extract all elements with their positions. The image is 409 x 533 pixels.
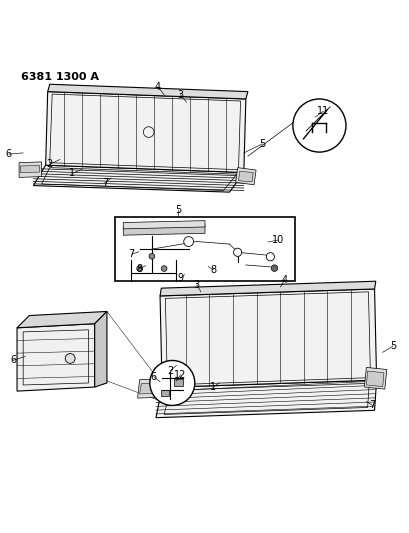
Circle shape [143,127,154,138]
Polygon shape [17,311,107,328]
Polygon shape [123,221,204,229]
Circle shape [65,353,75,364]
Text: 10: 10 [272,235,284,245]
Polygon shape [17,324,94,391]
Text: 6: 6 [6,149,12,159]
Text: 9: 9 [177,273,183,283]
Bar [174,379,183,386]
Text: 6381 1300 A: 6381 1300 A [21,72,99,83]
Text: 6: 6 [10,356,16,366]
Circle shape [137,265,142,271]
Text: 5: 5 [389,341,395,351]
Circle shape [161,265,166,271]
Text: 2: 2 [47,159,53,169]
Polygon shape [20,166,39,173]
Circle shape [149,360,194,406]
Text: 8: 8 [209,265,216,275]
Text: 5: 5 [258,139,265,149]
Circle shape [233,248,241,256]
Polygon shape [123,225,204,235]
Text: 4: 4 [281,274,287,285]
Polygon shape [139,383,161,394]
Polygon shape [235,167,256,185]
Text: 12: 12 [174,370,186,380]
Polygon shape [160,281,375,296]
Text: 11: 11 [317,106,329,116]
Text: 7: 7 [369,400,375,410]
Bar [160,390,169,397]
Circle shape [183,237,193,246]
Polygon shape [137,379,164,398]
Polygon shape [238,171,253,182]
Polygon shape [47,84,247,99]
Text: 8: 8 [136,263,142,273]
Polygon shape [33,165,243,192]
Circle shape [265,253,274,261]
Polygon shape [366,371,383,386]
Text: 7: 7 [128,249,134,259]
Polygon shape [160,289,376,387]
Text: 3: 3 [177,90,183,100]
Polygon shape [364,367,386,389]
Polygon shape [155,380,376,418]
Text: 4: 4 [155,82,161,92]
Polygon shape [45,92,245,173]
Text: 1: 1 [209,382,216,392]
Circle shape [292,99,345,152]
Text: 3: 3 [193,280,200,290]
Circle shape [148,253,154,259]
Text: 1: 1 [69,168,75,179]
Text: 6: 6 [151,372,157,382]
Text: 2: 2 [167,366,173,376]
Text: 5: 5 [175,205,181,215]
Polygon shape [94,311,107,387]
Bar [115,217,294,281]
Circle shape [270,265,277,271]
Text: 7: 7 [101,177,108,188]
Polygon shape [19,162,41,177]
